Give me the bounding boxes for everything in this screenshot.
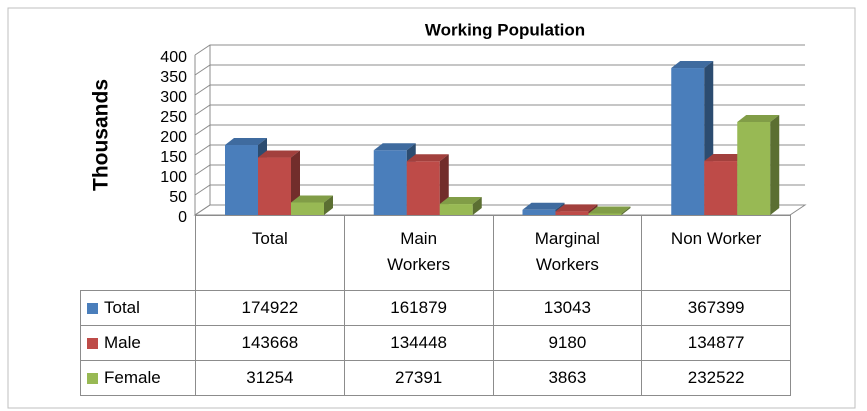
y-tick-label: 250	[160, 109, 187, 126]
table-value-text: 161879	[390, 298, 447, 317]
bar-front	[373, 150, 407, 215]
bar-top	[406, 154, 449, 162]
legend-label: Female	[104, 368, 161, 387]
bar-top	[704, 154, 747, 162]
legend-label: Male	[104, 333, 141, 352]
bar-top	[439, 197, 482, 205]
table-value: 9180	[492, 325, 643, 361]
table-value: 161879	[343, 290, 494, 326]
table-value-text: 367399	[687, 298, 745, 317]
bar-top	[258, 150, 300, 158]
bar-front	[439, 204, 473, 215]
bar-front	[555, 211, 589, 215]
table-value: 31254	[195, 360, 345, 396]
category-header-text: Total	[251, 229, 288, 248]
bar-front	[258, 157, 291, 215]
y-tick-label: 200	[160, 129, 187, 146]
bar-front	[225, 145, 258, 215]
bar-top	[555, 204, 598, 212]
grid-line	[194, 164, 805, 176]
bar-side	[472, 197, 482, 215]
table-value-text: 27391	[394, 368, 443, 387]
bar	[737, 114, 780, 215]
category-header: Non Worker	[641, 215, 791, 291]
table-value-text: 134448	[390, 333, 447, 352]
bar	[588, 206, 631, 215]
table-value: 134877	[641, 325, 791, 361]
bar-top	[737, 114, 780, 122]
table-value: 3863	[492, 360, 643, 396]
table-value: 143668	[195, 325, 345, 361]
table-value-text: 9180	[548, 333, 587, 352]
grid-line	[194, 104, 805, 116]
bar	[291, 195, 333, 215]
legend-item: Female	[80, 360, 196, 396]
table-value-text: 232522	[687, 368, 745, 387]
table-value-text: 31254	[246, 368, 294, 387]
bar-front	[671, 68, 705, 215]
category-header: Marginal Workers	[492, 215, 643, 291]
category-header-text: Non Worker	[670, 229, 762, 248]
legend-item: Total	[80, 290, 196, 326]
bar-top	[522, 202, 565, 210]
grid-line	[194, 144, 805, 156]
bar-top	[373, 143, 416, 151]
y-tick-label: 100	[160, 169, 187, 186]
table-value-text: 13043	[543, 298, 592, 317]
grid-line	[194, 84, 805, 96]
table-value: 367399	[641, 290, 791, 326]
table-value-text: 3863	[548, 368, 587, 387]
category-header: Total	[195, 215, 345, 291]
grid-line	[194, 44, 805, 56]
bar-front	[588, 213, 622, 215]
bar-side	[324, 195, 333, 215]
legend-item: Male	[80, 325, 196, 361]
chart-title: Working Population	[425, 20, 585, 39]
table-value-text: 134877	[687, 333, 745, 352]
category-header-text: Marginal Workers	[534, 229, 600, 274]
grid-line	[194, 184, 805, 196]
bar-top	[291, 195, 333, 203]
table-value: 27391	[343, 360, 494, 396]
bar	[406, 154, 449, 215]
legend-swatch	[87, 302, 98, 314]
y-tick-label: 50	[169, 189, 187, 206]
table-value: 13043	[492, 290, 643, 326]
category-header-text: Main Workers	[387, 229, 451, 274]
category-header: Main Workers	[343, 215, 494, 291]
grid-line	[194, 64, 805, 76]
legend-label: Total	[104, 298, 140, 317]
bar-front	[291, 202, 324, 215]
y-tick-label: 0	[178, 209, 187, 226]
y-tick-label: 400	[160, 49, 187, 66]
y-axis-label: Thousands	[90, 79, 113, 191]
bar-front	[737, 121, 771, 215]
bar-front	[704, 161, 738, 215]
bar-front	[522, 209, 556, 215]
grid-line	[194, 204, 805, 216]
bar-top	[225, 138, 267, 146]
table-value-text: 143668	[241, 333, 299, 352]
bar-top	[671, 61, 714, 69]
bar-front	[406, 161, 440, 215]
bar-top	[588, 206, 631, 214]
table-value: 232522	[641, 360, 791, 396]
bar-side	[621, 206, 631, 215]
legend-swatch	[87, 372, 98, 384]
y-tick-label: 350	[160, 69, 187, 86]
y-tick-label: 300	[160, 89, 187, 106]
bar-side	[770, 114, 780, 215]
bar	[439, 197, 482, 215]
y-tick-label: 150	[160, 149, 187, 166]
grid-line	[194, 124, 805, 136]
table-value: 174922	[195, 290, 345, 326]
legend-swatch	[87, 337, 98, 349]
table-value: 134448	[343, 325, 494, 361]
table-value-text: 174922	[241, 298, 299, 317]
